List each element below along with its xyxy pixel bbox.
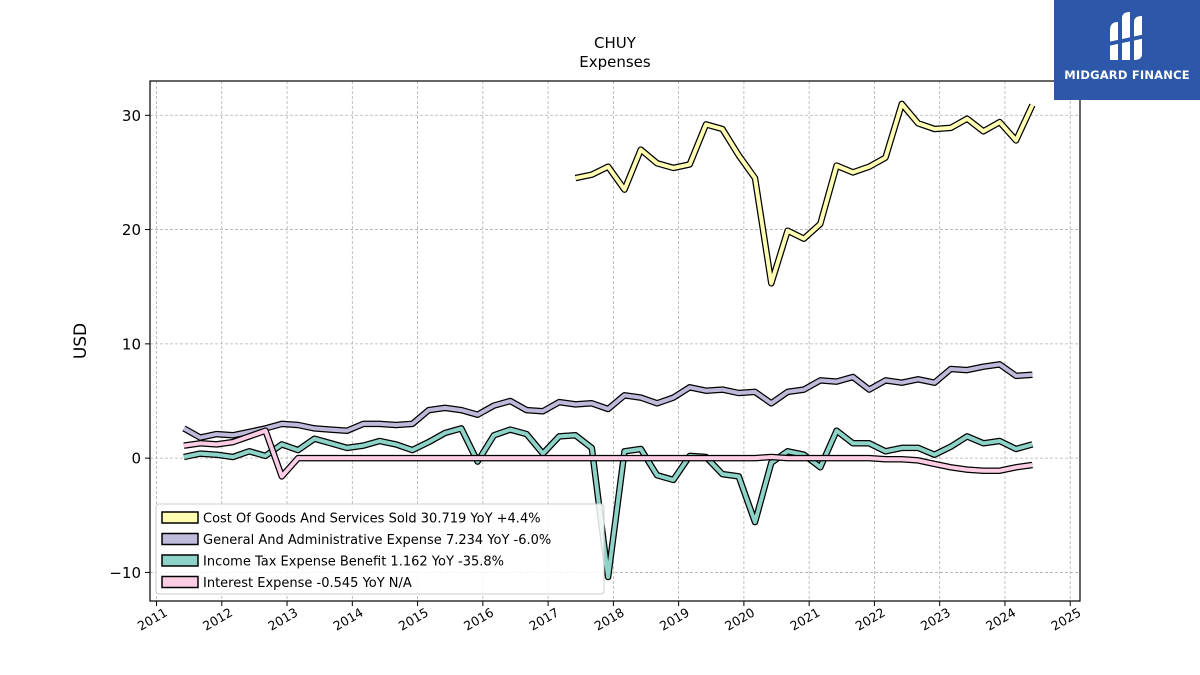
x-tick-label: 2025 xyxy=(1048,605,1083,634)
legend-swatch xyxy=(161,511,199,524)
y-tick-label: −10 xyxy=(109,564,141,582)
series-line xyxy=(182,362,1033,440)
series-line xyxy=(183,426,1033,579)
legend-label: General And Administrative Expense 7.234… xyxy=(203,533,551,548)
x-tick-label: 2022 xyxy=(853,605,888,634)
x-tick-label: 2016 xyxy=(461,605,496,634)
plot-frame xyxy=(149,80,1081,602)
chart-title: CHUY xyxy=(594,34,637,52)
x-tick-label: 2017 xyxy=(526,605,561,634)
legend: Cost Of Goods And Services Sold 30.719 Y… xyxy=(155,503,605,595)
x-tick-label: 2020 xyxy=(722,605,757,634)
logo-text: MIDGARD FINANCE xyxy=(1064,68,1190,82)
x-tick-label: 2013 xyxy=(265,605,300,634)
y-tick-label: 10 xyxy=(122,335,141,353)
y-tick-label: 0 xyxy=(131,450,141,468)
x-tick-label: 2023 xyxy=(918,605,953,634)
series-line xyxy=(575,101,1035,286)
legend-swatch xyxy=(161,554,199,567)
series-0 xyxy=(574,100,1036,287)
series-1 xyxy=(182,361,1033,441)
y-tick-label: 20 xyxy=(122,221,141,239)
series-3 xyxy=(183,427,1033,480)
legend-swatch xyxy=(161,532,199,546)
y-axis-label: USD xyxy=(71,323,91,359)
x-tick-label: 2024 xyxy=(983,605,1018,634)
legend-label: Interest Expense -0.545 YoY N/A xyxy=(203,576,412,591)
series-line-outline xyxy=(574,100,1036,287)
x-tick-label: 2011 xyxy=(135,605,170,634)
x-tick-label: 2012 xyxy=(200,605,235,634)
chart-subtitle: Expenses xyxy=(579,53,651,71)
legend-label: Income Tax Expense Benefit 1.162 YoY -35… xyxy=(203,555,504,570)
brand-logo: MIDGARD FINANCE xyxy=(1054,0,1200,100)
x-tick-label: 2015 xyxy=(396,605,431,634)
midgard-logo-icon xyxy=(1108,12,1146,60)
legend-label: Cost Of Goods And Services Sold 30.719 Y… xyxy=(203,512,541,527)
series-line xyxy=(183,428,1033,479)
x-tick-label: 2021 xyxy=(787,605,822,634)
x-tick-label: 2018 xyxy=(592,605,627,634)
legend-swatch xyxy=(161,575,199,589)
legend-box xyxy=(155,503,605,595)
y-tick-label: 30 xyxy=(122,107,141,125)
series-2 xyxy=(183,425,1034,581)
x-tick-label: 2014 xyxy=(331,605,366,634)
series-layer xyxy=(182,100,1036,581)
x-tick-label: 2019 xyxy=(657,605,692,634)
